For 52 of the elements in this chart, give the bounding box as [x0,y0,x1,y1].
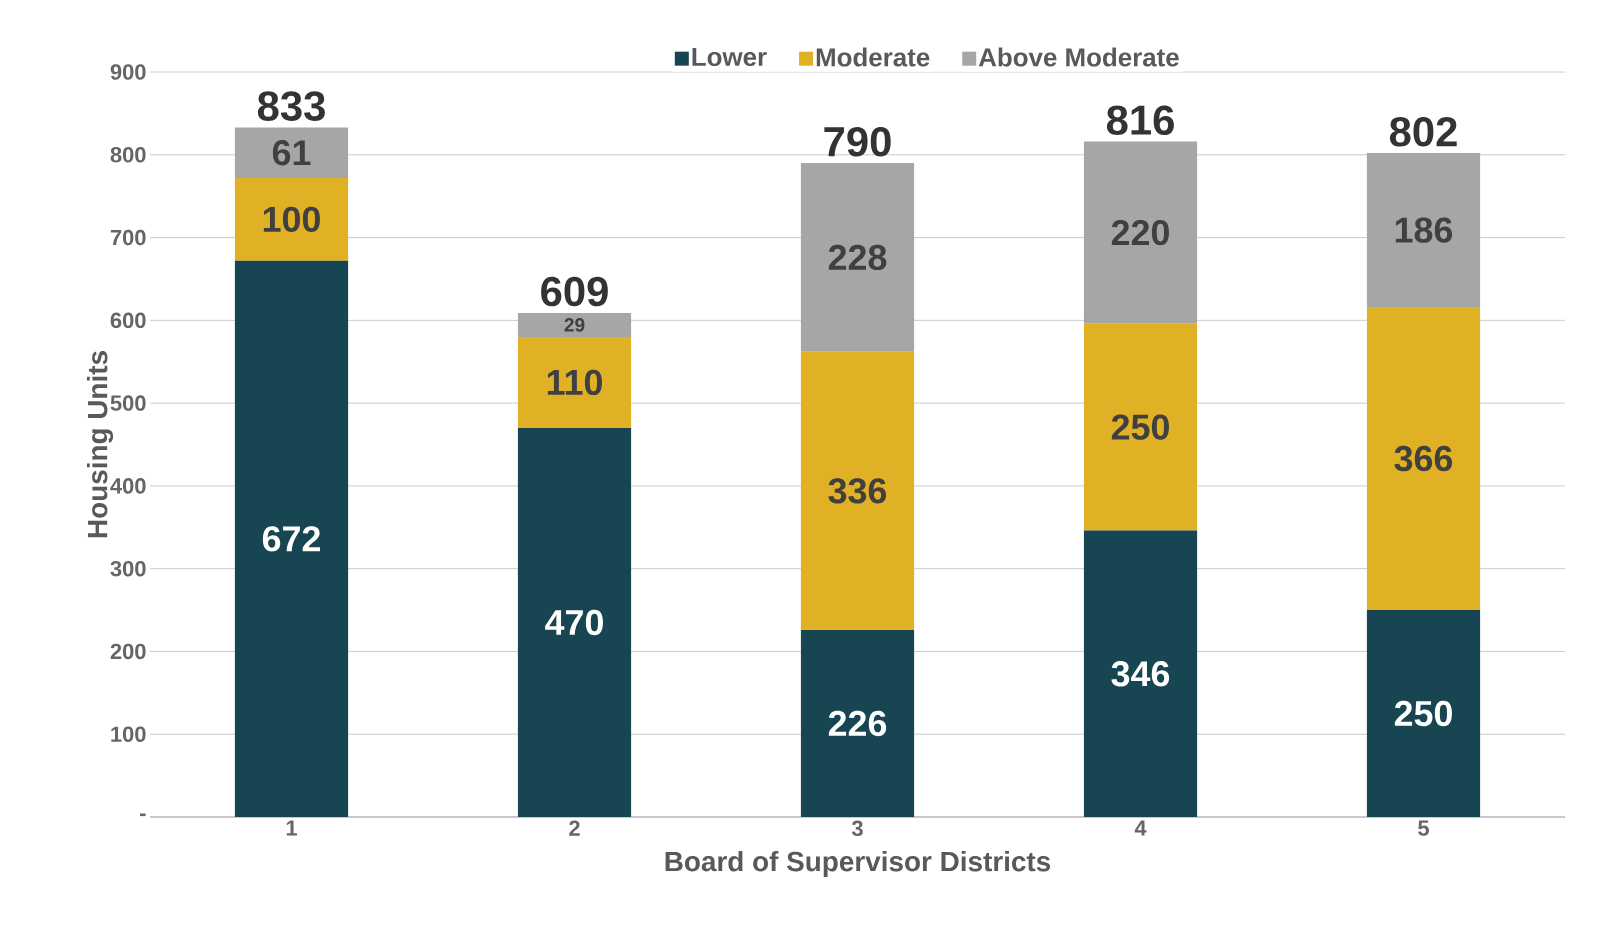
bar [1083,323,1198,531]
x-tick-label: 3 [851,820,863,837]
bar [1366,610,1481,817]
total-label: 609 [541,276,608,307]
data-label: 228 [828,244,887,271]
bar [234,177,349,261]
data-label: 366 [1394,445,1453,472]
x-tick-label: 1 [286,820,297,836]
bar [1083,141,1198,324]
data-label: 346 [1111,661,1170,687]
x-axis-title: Board of Supervisor Districts [665,850,1051,877]
bar [234,260,349,817]
data-label: 220 [1111,219,1169,246]
bar [1366,153,1481,308]
y-tick-label: 800 [110,147,146,163]
y-tick-label: 700 [110,229,146,246]
total-label: 833 [257,91,325,121]
data-label: 186 [1395,217,1453,243]
data-label: 250 [1111,414,1169,440]
legend-label: Lower [692,48,767,67]
y-tick-label: 300 [110,560,146,577]
bar [800,351,915,630]
x-tick-label: 5 [1418,820,1429,836]
total-label: 790 [824,126,891,157]
data-label: 100 [263,206,320,233]
data-label: 110 [547,369,602,396]
bar [234,127,349,178]
y-tick-label: - [140,813,146,817]
y-tick-label: 100 [111,726,146,742]
data-label: 61 [272,140,311,166]
total-label: 816 [1106,105,1174,136]
bar [800,163,915,352]
bar [800,629,915,817]
data-label: 29 [564,318,585,332]
x-tick-label: 4 [1134,820,1147,836]
y-tick-label: 200 [110,643,146,660]
legend-label: Moderate [816,47,930,67]
data-label: 226 [828,710,887,737]
bar [1083,530,1198,817]
y-tick-label: 900 [110,64,146,80]
bar [517,312,632,337]
data-label: 470 [545,609,603,636]
bar [517,427,632,817]
total-label: 802 [1389,116,1457,147]
data-label: 672 [262,526,320,552]
x-tick-label: 2 [569,820,580,836]
data-label: 250 [1394,700,1452,727]
bar [1366,307,1481,611]
bar [517,336,632,428]
y-tick-label: 600 [110,312,146,329]
legend-label: Above Moderate [978,47,1179,67]
data-label: 336 [828,478,887,504]
